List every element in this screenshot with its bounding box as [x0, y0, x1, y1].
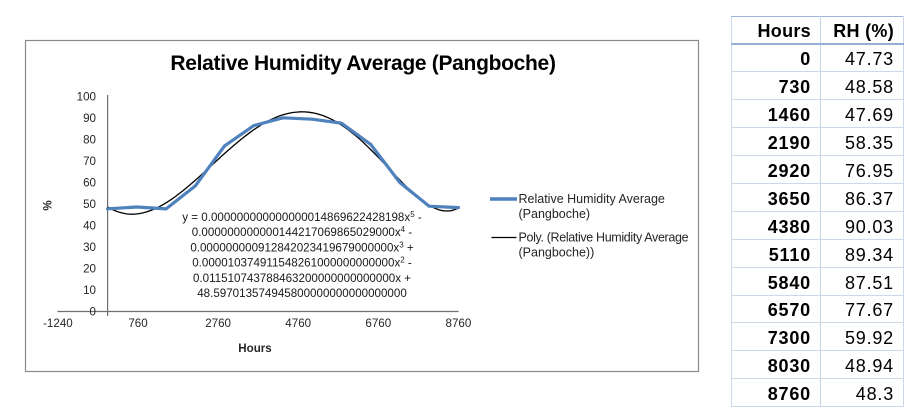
- svg-text:50: 50: [83, 198, 96, 211]
- svg-text:-1240: -1240: [43, 317, 73, 330]
- svg-text:48.597013574945800000000000000: 48.597013574945800000000000000000: [197, 287, 407, 300]
- svg-text:0.0115107437884632000000000000: 0.011510743788463200000000000000x +: [193, 272, 411, 285]
- svg-text:Hours: Hours: [238, 342, 272, 355]
- svg-text:(Pangboche)): (Pangboche)): [519, 246, 595, 260]
- svg-text:0.0000000009128420234196790000: 0.000000000912842023419679000000x3​ +: [190, 240, 414, 254]
- svg-text:60: 60: [83, 176, 96, 189]
- svg-text:0: 0: [90, 306, 96, 319]
- svg-text:40: 40: [83, 219, 96, 232]
- svg-text:760: 760: [128, 317, 147, 330]
- svg-text:30: 30: [83, 241, 96, 254]
- svg-text:Relative Humidity Average (Pan: Relative Humidity Average (Pangboche): [170, 52, 555, 75]
- svg-text:Poly. (Relative Humidity Avera: Poly. (Relative Humidity Average: [519, 231, 689, 245]
- svg-text:4760: 4760: [285, 317, 311, 330]
- svg-text:90: 90: [83, 112, 96, 125]
- svg-text:10: 10: [83, 284, 96, 297]
- svg-text:0.0000103749115482610000000000: 0.000010374911548261000000000000x2​ -: [192, 256, 412, 270]
- svg-text:8760: 8760: [446, 317, 472, 330]
- svg-text:Relative Humidity Average: Relative Humidity Average: [519, 192, 665, 206]
- svg-text:70: 70: [83, 155, 96, 168]
- svg-text:20: 20: [83, 263, 96, 276]
- svg-text:0.0000000000001442170698650290: 0.000000000000144217069865029000x4​ -: [192, 225, 413, 239]
- svg-text:(Pangboche): (Pangboche): [519, 207, 591, 221]
- svg-text:y = 0.000000000000000014869622: y = 0.000000000000000014869622428198x5​ …: [182, 210, 422, 224]
- svg-text:6760: 6760: [365, 317, 391, 330]
- svg-text:%: %: [42, 200, 55, 210]
- svg-text:80: 80: [83, 133, 96, 146]
- svg-text:100: 100: [77, 90, 96, 103]
- svg-text:2760: 2760: [205, 317, 231, 330]
